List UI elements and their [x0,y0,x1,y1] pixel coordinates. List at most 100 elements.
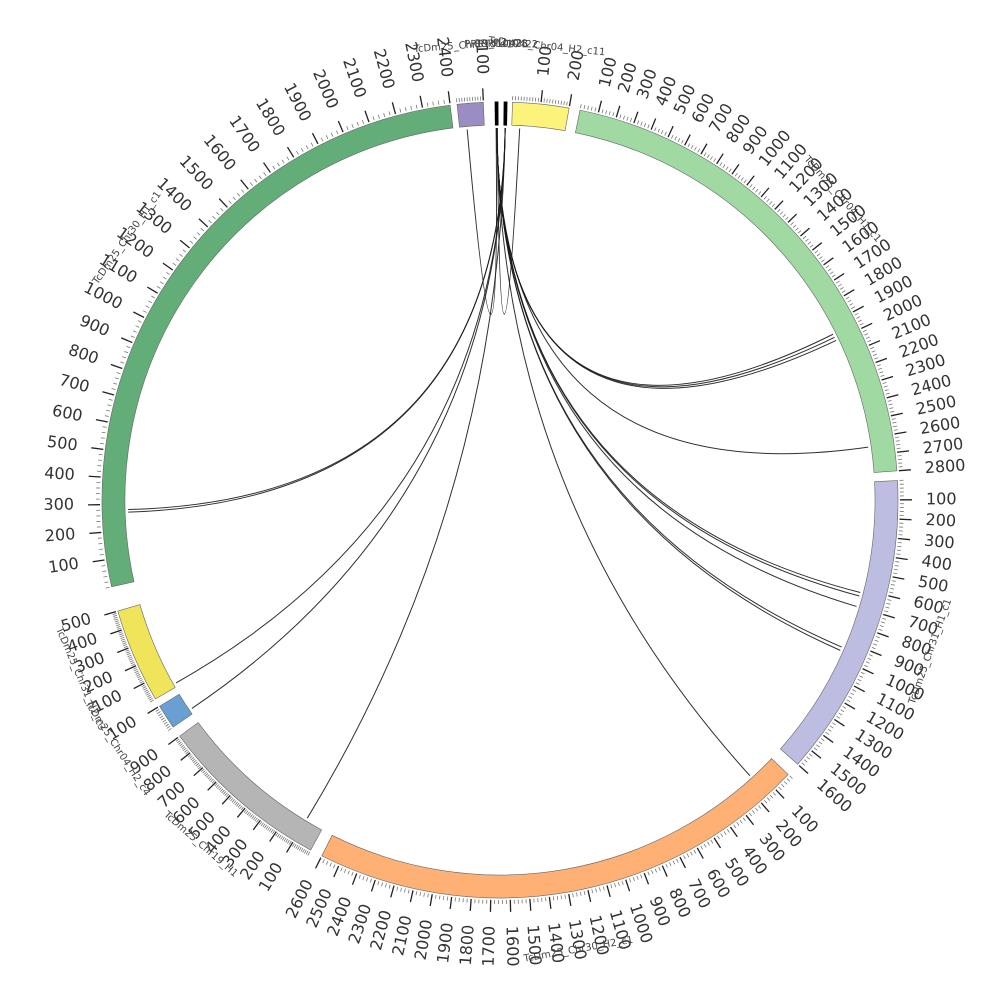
minor-tick [148,697,153,701]
minor-tick [101,565,106,567]
minor-tick [809,244,814,248]
minor-tick [591,889,594,894]
minor-tick [629,117,633,122]
minor-tick [728,168,732,173]
major-tick [898,537,911,541]
major-tick [391,102,397,115]
minor-tick [777,208,781,213]
minor-tick [361,120,365,125]
minor-tick [123,644,128,647]
minor-tick [895,440,900,442]
minor-tick [782,213,786,218]
minor-tick [202,770,206,774]
minor-tick [116,372,121,375]
minor-tick [677,138,681,143]
minor-tick [200,228,205,232]
minor-tick [121,638,126,641]
major-tick [643,872,650,885]
tick-label: 2400 [433,36,457,79]
minor-tick [118,631,123,634]
minor-tick [848,695,853,699]
major-tick [333,865,340,878]
minor-tick [789,775,793,779]
major-tick [252,819,261,831]
minor-tick [135,325,140,328]
major-tick [700,143,708,155]
minor-tick [123,645,128,649]
major-tick [236,807,246,818]
ideogram-c6 [117,604,176,700]
minor-tick [252,816,257,821]
minor-tick [831,274,836,278]
minor-tick [203,771,207,775]
major-tick [760,187,770,198]
minor-tick [873,643,878,646]
minor-tick [681,139,684,144]
minor-tick [707,841,710,846]
minor-tick [400,887,402,892]
minor-tick [259,821,263,825]
minor-tick [748,812,753,817]
minor-tick [626,116,629,121]
minor-tick [832,722,836,726]
major-tick [833,272,845,281]
minor-tick [893,429,898,431]
major-tick [482,88,484,101]
major-tick [364,110,370,123]
major-tick [390,885,395,898]
major-tick [684,134,691,146]
minor-tick [852,689,856,692]
minor-tick [674,136,677,141]
minor-tick [614,883,617,888]
minor-tick [435,894,437,899]
major-tick [877,632,889,638]
minor-tick [113,616,118,619]
minor-tick [99,554,104,556]
minor-tick [305,145,309,150]
major-tick [193,767,204,777]
minor-tick [859,675,864,678]
major-tick [760,802,770,813]
major-tick [419,95,424,108]
minor-tick [249,814,253,818]
minor-tick [617,881,620,887]
minor-tick [700,845,704,850]
minor-tick [769,794,774,799]
ideogram-layer [101,101,899,899]
minor-tick [287,839,290,844]
minor-tick [300,148,304,152]
major-tick [667,125,674,138]
minor-tick [366,877,369,882]
minor-tick [856,316,861,319]
minor-tick [125,651,130,654]
minor-tick [786,778,791,782]
minor-tick [657,128,660,133]
minor-tick [256,818,260,823]
minor-tick [893,572,898,575]
minor-tick [879,625,884,628]
minor-tick [664,131,667,136]
minor-tick [610,884,613,889]
minor-tick [224,792,228,796]
minor-tick [120,636,125,639]
minor-tick [384,883,387,888]
link-c9-c2 [496,128,842,648]
minor-tick [377,114,380,119]
minor-tick [351,123,354,129]
labels-layer: 100 200TcDm25_Chr04_H2_c11100200300400500… [43,35,966,966]
major-tick [218,198,228,208]
minor-tick [758,805,762,809]
minor-tick [739,819,743,824]
minor-tick [176,740,181,744]
minor-tick [122,642,127,645]
minor-tick [825,265,830,269]
minor-tick [837,283,842,287]
minor-tick [100,437,105,439]
minor-tick [249,182,253,186]
minor-tick [821,259,825,263]
major-tick [899,518,912,521]
minor-tick [619,114,622,119]
minor-tick [137,675,142,679]
minor-tick [165,723,169,727]
link-c9-c8 [466,128,498,315]
